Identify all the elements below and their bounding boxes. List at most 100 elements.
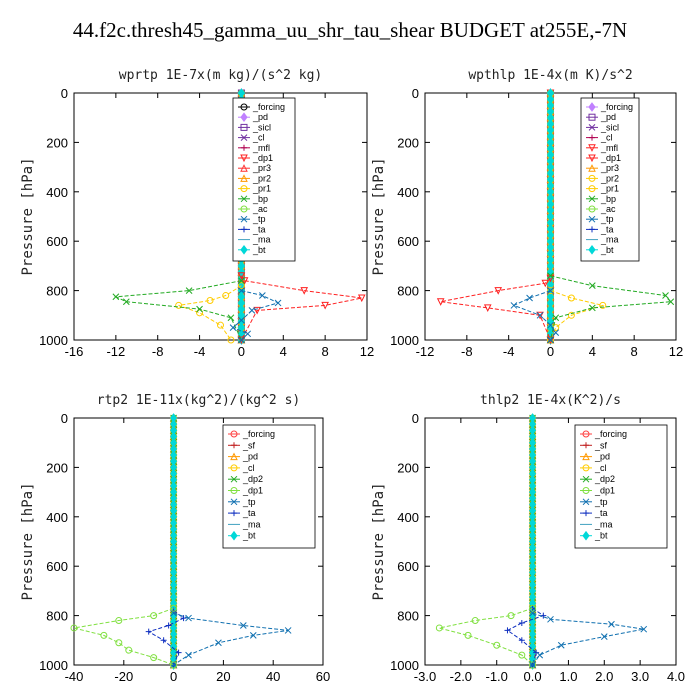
legend: _forcing_sf _pd_cl_dp2 _dp1_tp_ta_ma _bt	[574, 424, 668, 549]
data-point	[510, 302, 518, 309]
legend-label: _mfl	[252, 143, 270, 153]
data-point	[248, 307, 256, 314]
data-point	[541, 279, 550, 288]
data-point	[493, 641, 501, 649]
x-tick-label: 1.0	[559, 669, 577, 684]
series-line	[550, 290, 605, 341]
data-point	[237, 272, 246, 280]
data-point	[483, 304, 492, 313]
legend-label: _cl	[242, 463, 255, 473]
legend-label: _pr2	[252, 173, 271, 183]
data-point	[259, 292, 266, 299]
series-tp	[229, 287, 282, 344]
legend-label: _tp	[600, 214, 614, 224]
data-point	[547, 615, 554, 623]
legend-label: _ta	[594, 508, 608, 518]
series-dp1	[70, 604, 178, 669]
legend: _forcing_sf _pd_cl_dp2 _dp1_tp_ta_ma _bt	[222, 424, 316, 549]
legend-label: _dp1	[600, 153, 621, 163]
data-point	[599, 301, 607, 309]
data-point	[667, 298, 675, 306]
y-tick-label: 200	[46, 135, 68, 150]
legend-marker	[582, 452, 590, 461]
data-point	[122, 298, 130, 306]
y-tick-label: 400	[46, 185, 68, 200]
legend-label: _bt	[252, 245, 266, 255]
panel-title: rtp2 1E-11x(kg^2)/(kg^2 s)	[97, 393, 301, 408]
series-line	[439, 607, 533, 666]
y-axis-label: Pressure [hPa]	[371, 157, 387, 275]
series-line	[173, 612, 289, 666]
legend-marker	[230, 475, 238, 483]
legend-label: _pr3	[600, 163, 619, 173]
data-point	[175, 301, 183, 309]
y-tick-label: 0	[61, 86, 68, 101]
x-tick-label: 20	[216, 669, 230, 684]
legend-label: _ac	[600, 204, 616, 214]
legend-marker	[588, 164, 596, 172]
legend-marker	[582, 464, 590, 472]
legend-label: _pd	[600, 112, 616, 122]
data-point	[170, 609, 177, 617]
data-point	[567, 311, 575, 319]
data-point	[100, 631, 108, 639]
data-point	[300, 287, 309, 295]
data-point	[507, 612, 515, 620]
series-bt	[528, 413, 537, 670]
y-axis-label: Pressure [hPa]	[20, 157, 36, 275]
legend-marker	[240, 205, 248, 213]
legend-label: _bt	[600, 245, 614, 255]
legend-label: _dp2	[242, 474, 263, 484]
data-point	[165, 622, 172, 629]
data-point	[547, 287, 554, 295]
series-pr1	[175, 282, 245, 344]
data-point	[170, 604, 178, 612]
legend-label: _forcing	[252, 102, 285, 112]
legend-label: _ma	[600, 235, 619, 245]
x-tick-label: -4	[194, 344, 206, 359]
legend-marker	[240, 112, 248, 123]
x-tick-label: 3.0	[631, 669, 649, 684]
legend-marker	[240, 174, 248, 182]
legend-label: _ac	[252, 204, 268, 214]
legend-box	[222, 424, 316, 549]
data-point	[529, 661, 536, 669]
series-line	[550, 275, 672, 341]
legend-marker	[588, 144, 596, 152]
data-point	[238, 287, 245, 294]
x-tick-label: 60	[316, 669, 330, 684]
x-tick-label: -16	[65, 344, 84, 359]
x-tick-label: -40	[65, 669, 84, 684]
x-tick-label: -8	[152, 344, 164, 359]
data-point	[227, 336, 235, 344]
legend-label: _tp	[594, 497, 608, 507]
y-axis-label: Pressure [hPa]	[20, 482, 36, 600]
data-point	[222, 292, 230, 300]
legend-box	[574, 424, 668, 549]
legend-marker	[240, 103, 248, 111]
legend-marker	[582, 430, 590, 438]
plot-frame	[424, 417, 677, 666]
legend-label: _bp	[600, 194, 616, 204]
x-tick-label: -2.0	[450, 669, 472, 684]
legend-label: _pr3	[252, 163, 271, 173]
legend-marker	[231, 510, 237, 517]
data-point	[253, 306, 261, 315]
data-point	[552, 329, 560, 336]
legend-label: _sf	[594, 440, 608, 450]
legend-label: _ta	[252, 224, 266, 234]
legend-label: _bp	[252, 194, 268, 204]
series-line	[114, 280, 242, 341]
data-point	[125, 646, 133, 654]
data-point	[244, 330, 252, 338]
legend-marker	[588, 113, 596, 121]
legend-marker	[582, 530, 590, 541]
data-point	[662, 292, 669, 299]
data-point	[518, 637, 525, 644]
legend-marker	[230, 464, 238, 472]
data-point	[239, 622, 247, 629]
data-point	[471, 617, 479, 625]
data-point	[238, 336, 245, 344]
chart-panel-4: thlp2 1E-4x(K^2)/s Pressure [hPa] 0 200 400 6…	[371, 393, 685, 684]
